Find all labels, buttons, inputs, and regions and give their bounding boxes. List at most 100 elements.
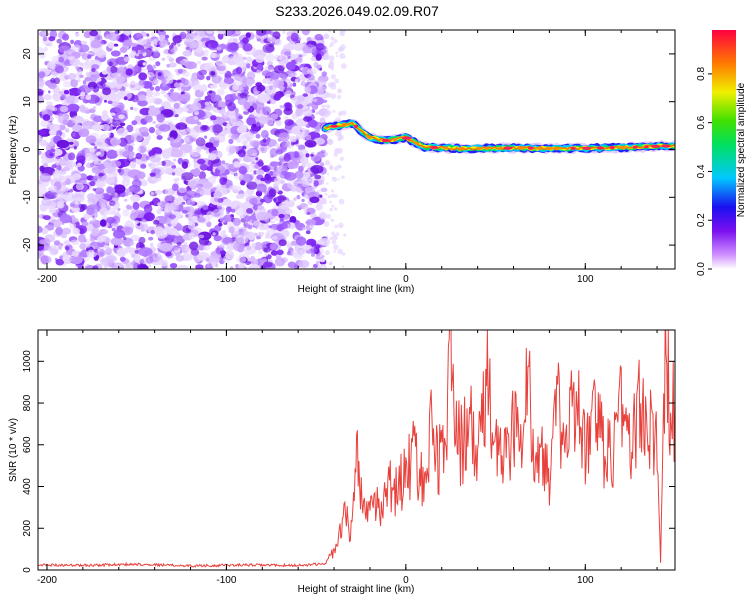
noise-blob bbox=[238, 87, 245, 93]
noise-blob bbox=[295, 108, 303, 117]
noise-blob bbox=[159, 39, 169, 48]
noise-blob bbox=[49, 123, 61, 131]
noise-blob bbox=[54, 152, 60, 157]
noise-blob bbox=[317, 86, 326, 93]
noise-blob bbox=[306, 244, 312, 249]
signal-hotspot bbox=[596, 146, 605, 150]
noise-blob bbox=[244, 215, 251, 223]
noise-blob bbox=[80, 91, 86, 97]
noise-blob bbox=[304, 140, 317, 148]
noise-blob bbox=[122, 209, 130, 217]
noise-blob bbox=[49, 248, 59, 256]
noise-blob bbox=[198, 69, 208, 76]
noise-fade-blob bbox=[324, 112, 330, 118]
noise-blob bbox=[166, 55, 172, 59]
noise-blob bbox=[256, 38, 261, 42]
noise-blob bbox=[240, 180, 246, 186]
noise-blob bbox=[42, 162, 49, 168]
noise-blob bbox=[69, 221, 76, 230]
noise-blob bbox=[83, 213, 91, 221]
noise-blob bbox=[190, 148, 201, 157]
noise-blob bbox=[107, 100, 113, 105]
noise-blob bbox=[282, 30, 286, 34]
noise-blob bbox=[59, 158, 67, 166]
noise-blob bbox=[87, 197, 99, 206]
noise-fade-blob bbox=[330, 74, 336, 80]
noise-blob bbox=[301, 198, 305, 203]
noise-fade-blob bbox=[339, 89, 342, 92]
noise-blob bbox=[297, 159, 302, 163]
noise-blob bbox=[115, 104, 124, 114]
noise-blob bbox=[154, 253, 158, 258]
noise-blob bbox=[155, 85, 161, 92]
noise-blob bbox=[131, 120, 138, 126]
noise-blob bbox=[312, 98, 318, 103]
noise-blob bbox=[171, 244, 180, 251]
noise-fade-blob bbox=[339, 165, 342, 169]
noise-blob bbox=[314, 33, 324, 41]
noise-blob bbox=[290, 240, 298, 246]
spectrogram-x-label: Height of straight line (km) bbox=[298, 284, 415, 295]
noise-fade-blob bbox=[336, 94, 342, 100]
spectrogram-x-tick-label: 0 bbox=[403, 274, 409, 285]
noise-blob bbox=[273, 65, 285, 74]
noise-blob bbox=[216, 184, 227, 191]
noise-fade-blob bbox=[324, 160, 331, 166]
noise-blob bbox=[226, 206, 232, 213]
noise-blob bbox=[302, 93, 309, 97]
noise-blob bbox=[322, 99, 328, 104]
noise-blob bbox=[273, 166, 278, 171]
noise-blob bbox=[89, 30, 99, 37]
noise-blob bbox=[164, 102, 171, 111]
noise-blob bbox=[139, 31, 148, 37]
noise-blob bbox=[156, 135, 163, 140]
noise-blob bbox=[131, 42, 138, 47]
noise-blob bbox=[232, 84, 239, 91]
noise-blob bbox=[219, 82, 229, 90]
noise-fade-blob bbox=[335, 236, 338, 240]
noise-blob bbox=[280, 180, 286, 185]
noise-blob bbox=[184, 241, 187, 245]
noise-blob bbox=[128, 155, 134, 160]
noise-blob bbox=[153, 168, 161, 174]
noise-blob bbox=[126, 188, 131, 193]
signal-hotspot bbox=[650, 144, 661, 148]
noise-blob bbox=[182, 50, 193, 57]
noise-blob bbox=[257, 159, 264, 167]
noise-blob bbox=[290, 94, 295, 98]
noise-blob bbox=[80, 96, 85, 100]
signal-hotspot bbox=[503, 146, 513, 150]
noise-blob bbox=[266, 61, 274, 66]
noise-blob bbox=[103, 230, 109, 234]
noise-blob bbox=[116, 76, 126, 84]
noise-blob bbox=[53, 240, 61, 246]
spectrogram-y-tick-label: -10 bbox=[22, 190, 33, 205]
noise-blob bbox=[93, 74, 100, 79]
noise-fade-blob bbox=[341, 265, 345, 268]
noise-blob bbox=[245, 261, 252, 265]
noise-blob bbox=[298, 54, 303, 58]
noise-blob bbox=[92, 219, 102, 228]
noise-blob bbox=[175, 255, 185, 262]
noise-blob bbox=[190, 221, 196, 226]
noise-blob bbox=[38, 78, 45, 87]
noise-blob bbox=[62, 181, 68, 186]
noise-blob bbox=[256, 30, 267, 36]
noise-blob bbox=[131, 94, 140, 103]
noise-blob bbox=[100, 40, 108, 45]
noise-blob bbox=[304, 134, 312, 141]
noise-blob bbox=[169, 62, 177, 68]
noise-blob bbox=[199, 31, 205, 37]
noise-blob bbox=[99, 251, 104, 256]
noise-blob bbox=[114, 30, 120, 35]
snr-x-label: Height of straight line (km) bbox=[298, 584, 415, 595]
noise-blob bbox=[253, 91, 259, 97]
noise-blob bbox=[289, 135, 297, 143]
noise-blob bbox=[265, 139, 277, 147]
noise-blob bbox=[204, 135, 208, 139]
spectrogram-signal-ridge bbox=[320, 119, 675, 155]
noise-fade-blob bbox=[328, 165, 334, 171]
noise-blob bbox=[108, 61, 113, 67]
noise-blob bbox=[284, 102, 291, 109]
noise-blob bbox=[91, 228, 99, 237]
